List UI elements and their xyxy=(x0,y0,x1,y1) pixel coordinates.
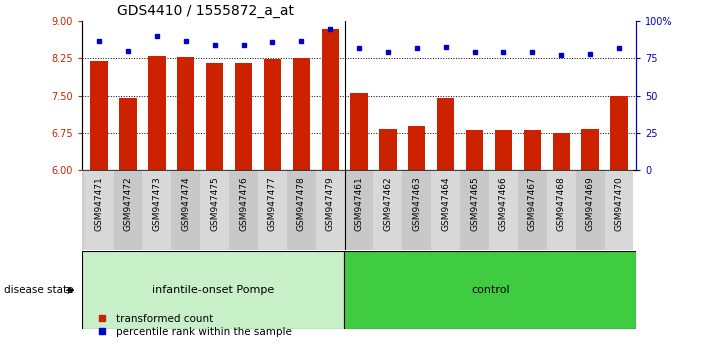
Bar xyxy=(229,170,258,250)
Bar xyxy=(524,130,541,170)
Bar xyxy=(142,170,171,250)
Bar xyxy=(264,59,281,170)
Text: GSM947475: GSM947475 xyxy=(210,176,219,231)
Bar xyxy=(466,130,483,170)
Bar xyxy=(460,170,489,250)
Text: control: control xyxy=(471,285,510,295)
Text: GSM947461: GSM947461 xyxy=(355,176,363,231)
Text: GSM947469: GSM947469 xyxy=(586,176,594,231)
Text: GSM947472: GSM947472 xyxy=(124,176,132,231)
Text: GSM947473: GSM947473 xyxy=(152,176,161,231)
Bar xyxy=(177,57,194,170)
Text: GSM947478: GSM947478 xyxy=(296,176,306,231)
Text: GSM947466: GSM947466 xyxy=(499,176,508,231)
Text: GSM947463: GSM947463 xyxy=(412,176,422,231)
Text: GSM947479: GSM947479 xyxy=(326,176,335,231)
Bar xyxy=(316,170,345,250)
Text: GSM947477: GSM947477 xyxy=(268,176,277,231)
Bar xyxy=(576,170,604,250)
Bar xyxy=(379,129,397,170)
Bar xyxy=(610,96,628,170)
Bar xyxy=(293,58,310,170)
Text: GSM947476: GSM947476 xyxy=(239,176,248,231)
Bar xyxy=(495,130,512,170)
Bar xyxy=(373,170,402,250)
Bar xyxy=(90,61,108,170)
Text: GSM947474: GSM947474 xyxy=(181,176,191,231)
Text: GSM947471: GSM947471 xyxy=(95,176,104,231)
Bar xyxy=(489,170,518,250)
Bar xyxy=(437,98,454,170)
Text: GSM947465: GSM947465 xyxy=(470,176,479,231)
Text: disease state: disease state xyxy=(4,285,73,295)
Text: GSM947467: GSM947467 xyxy=(528,176,537,231)
Bar xyxy=(119,98,137,170)
Bar xyxy=(201,170,229,250)
Bar xyxy=(408,126,425,170)
Bar xyxy=(85,170,114,250)
Text: GSM947464: GSM947464 xyxy=(442,176,450,231)
Text: GSM947468: GSM947468 xyxy=(557,176,566,231)
Bar xyxy=(345,170,373,250)
Bar xyxy=(114,170,142,250)
Bar xyxy=(235,63,252,170)
Bar xyxy=(258,170,287,250)
Bar xyxy=(287,170,316,250)
Bar xyxy=(552,133,570,170)
Legend: transformed count, percentile rank within the sample: transformed count, percentile rank withi… xyxy=(87,310,296,341)
Bar xyxy=(402,170,432,250)
Bar xyxy=(321,29,339,170)
Bar xyxy=(351,93,368,170)
Bar xyxy=(547,170,576,250)
Bar xyxy=(206,63,223,170)
Bar xyxy=(518,170,547,250)
Bar xyxy=(604,170,634,250)
Bar xyxy=(344,251,636,329)
Bar xyxy=(432,170,460,250)
Text: GSM947462: GSM947462 xyxy=(383,176,392,231)
Text: GDS4410 / 1555872_a_at: GDS4410 / 1555872_a_at xyxy=(117,4,294,18)
Bar xyxy=(148,56,166,170)
Bar xyxy=(82,251,344,329)
Bar xyxy=(171,170,201,250)
Text: infantile-onset Pompe: infantile-onset Pompe xyxy=(152,285,274,295)
Text: GSM947470: GSM947470 xyxy=(614,176,624,231)
Bar xyxy=(582,129,599,170)
